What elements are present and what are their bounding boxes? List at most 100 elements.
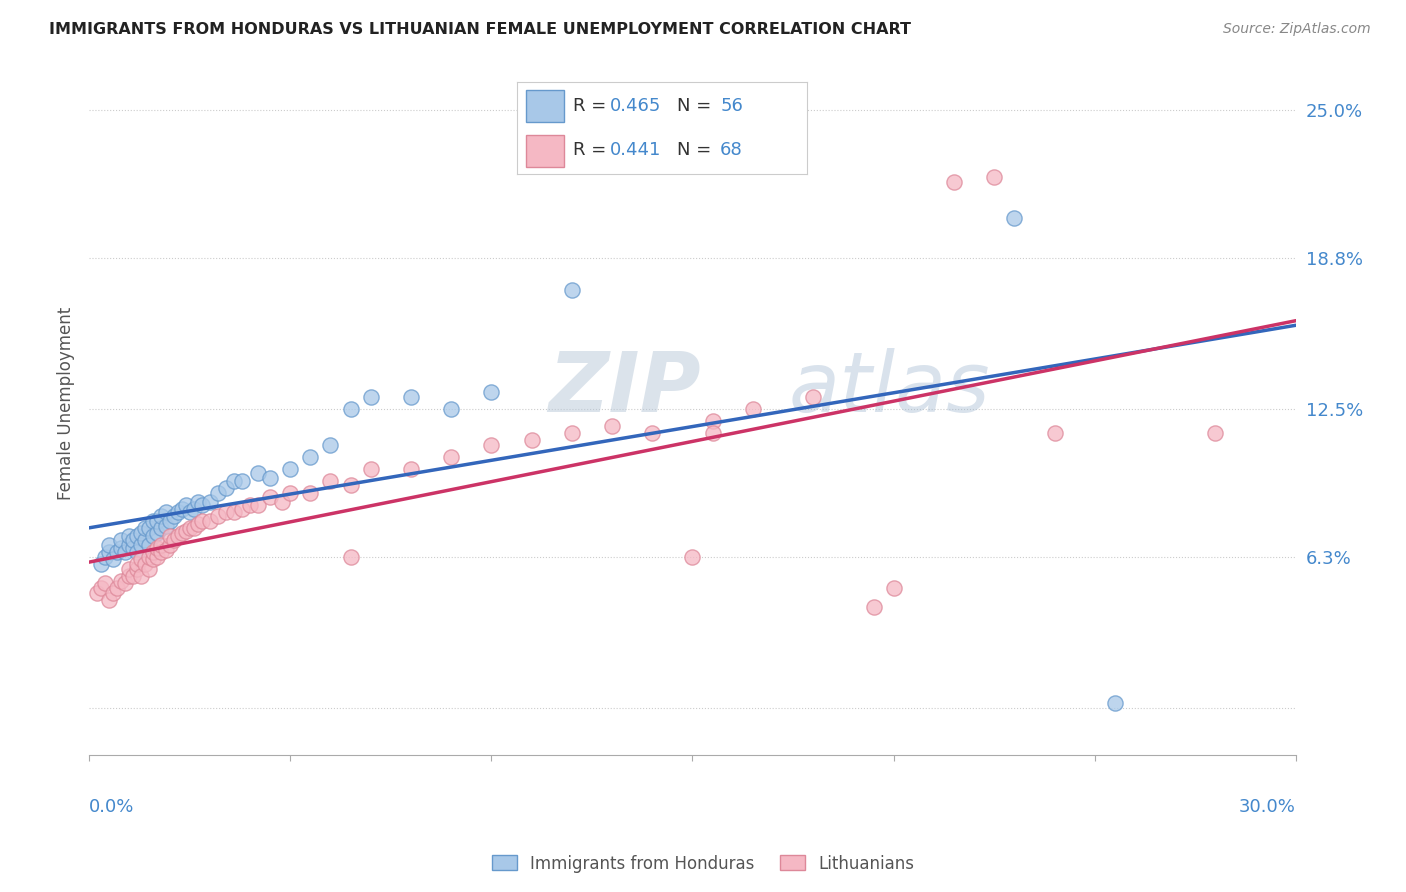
Point <box>174 498 197 512</box>
Point <box>127 545 149 559</box>
Point <box>702 425 724 440</box>
Point <box>207 485 229 500</box>
Text: IMMIGRANTS FROM HONDURAS VS LITHUANIAN FEMALE UNEMPLOYMENT CORRELATION CHART: IMMIGRANTS FROM HONDURAS VS LITHUANIAN F… <box>49 22 911 37</box>
Point <box>98 545 121 559</box>
Point <box>1002 211 1025 225</box>
Point <box>600 418 623 433</box>
Point <box>110 533 132 548</box>
Point <box>118 528 141 542</box>
Point <box>222 505 245 519</box>
Point <box>339 550 361 565</box>
Point <box>190 514 212 528</box>
Point <box>159 514 181 528</box>
Point <box>118 569 141 583</box>
Point <box>231 502 253 516</box>
Point <box>440 402 463 417</box>
Point <box>122 541 145 555</box>
Point <box>187 516 209 531</box>
Point <box>103 552 125 566</box>
Point <box>131 569 153 583</box>
Point <box>146 514 169 528</box>
Point <box>702 414 724 428</box>
Point <box>278 485 301 500</box>
Point <box>239 498 262 512</box>
Point <box>134 533 156 548</box>
Text: 30.0%: 30.0% <box>1239 797 1296 815</box>
Point <box>166 505 188 519</box>
Point <box>399 461 422 475</box>
Point <box>319 474 342 488</box>
Point <box>114 576 136 591</box>
Point <box>131 526 153 541</box>
Point <box>479 385 502 400</box>
Point <box>90 581 112 595</box>
Point <box>299 485 322 500</box>
Point <box>142 552 165 566</box>
Point <box>339 478 361 492</box>
Point <box>259 491 281 505</box>
Point <box>105 545 128 559</box>
Point <box>641 425 664 440</box>
Point <box>198 495 221 509</box>
Point <box>134 521 156 535</box>
Point <box>170 502 193 516</box>
Point <box>122 533 145 548</box>
Point <box>138 550 160 565</box>
Point <box>142 528 165 542</box>
Point <box>138 538 160 552</box>
Point <box>278 461 301 475</box>
Point <box>198 514 221 528</box>
Point <box>360 390 382 404</box>
Point <box>983 170 1005 185</box>
Point <box>90 558 112 572</box>
Point <box>883 581 905 595</box>
Point <box>94 576 117 591</box>
Point <box>183 521 205 535</box>
Point <box>207 509 229 524</box>
Point <box>127 528 149 542</box>
Point <box>215 481 238 495</box>
Legend: Immigrants from Honduras, Lithuanians: Immigrants from Honduras, Lithuanians <box>485 848 921 880</box>
Point <box>127 562 149 576</box>
Point <box>138 521 160 535</box>
Point <box>150 521 173 535</box>
Point <box>103 586 125 600</box>
Point <box>131 538 153 552</box>
Point <box>479 438 502 452</box>
Point <box>942 175 965 189</box>
Point <box>170 526 193 541</box>
Point <box>166 528 188 542</box>
Point <box>399 390 422 404</box>
Point <box>561 283 583 297</box>
Y-axis label: Female Unemployment: Female Unemployment <box>58 306 75 500</box>
Point <box>150 545 173 559</box>
Point <box>179 505 201 519</box>
Point <box>339 402 361 417</box>
Point <box>86 586 108 600</box>
Point <box>360 461 382 475</box>
Point <box>110 574 132 588</box>
Point <box>440 450 463 464</box>
Point <box>94 550 117 565</box>
Point <box>110 541 132 555</box>
Point <box>155 505 177 519</box>
Point <box>187 495 209 509</box>
Point <box>98 593 121 607</box>
Point <box>150 538 173 552</box>
Point <box>155 519 177 533</box>
Point <box>247 467 270 481</box>
Point <box>155 543 177 558</box>
Point <box>183 502 205 516</box>
Point <box>299 450 322 464</box>
Point <box>118 538 141 552</box>
Text: 0.0%: 0.0% <box>89 797 135 815</box>
Point <box>222 474 245 488</box>
Point <box>138 562 160 576</box>
Point <box>162 533 184 548</box>
Point <box>142 514 165 528</box>
Point <box>319 438 342 452</box>
Point <box>801 390 824 404</box>
Point <box>114 545 136 559</box>
Text: atlas: atlas <box>789 349 991 429</box>
Text: ZIP: ZIP <box>548 349 700 429</box>
